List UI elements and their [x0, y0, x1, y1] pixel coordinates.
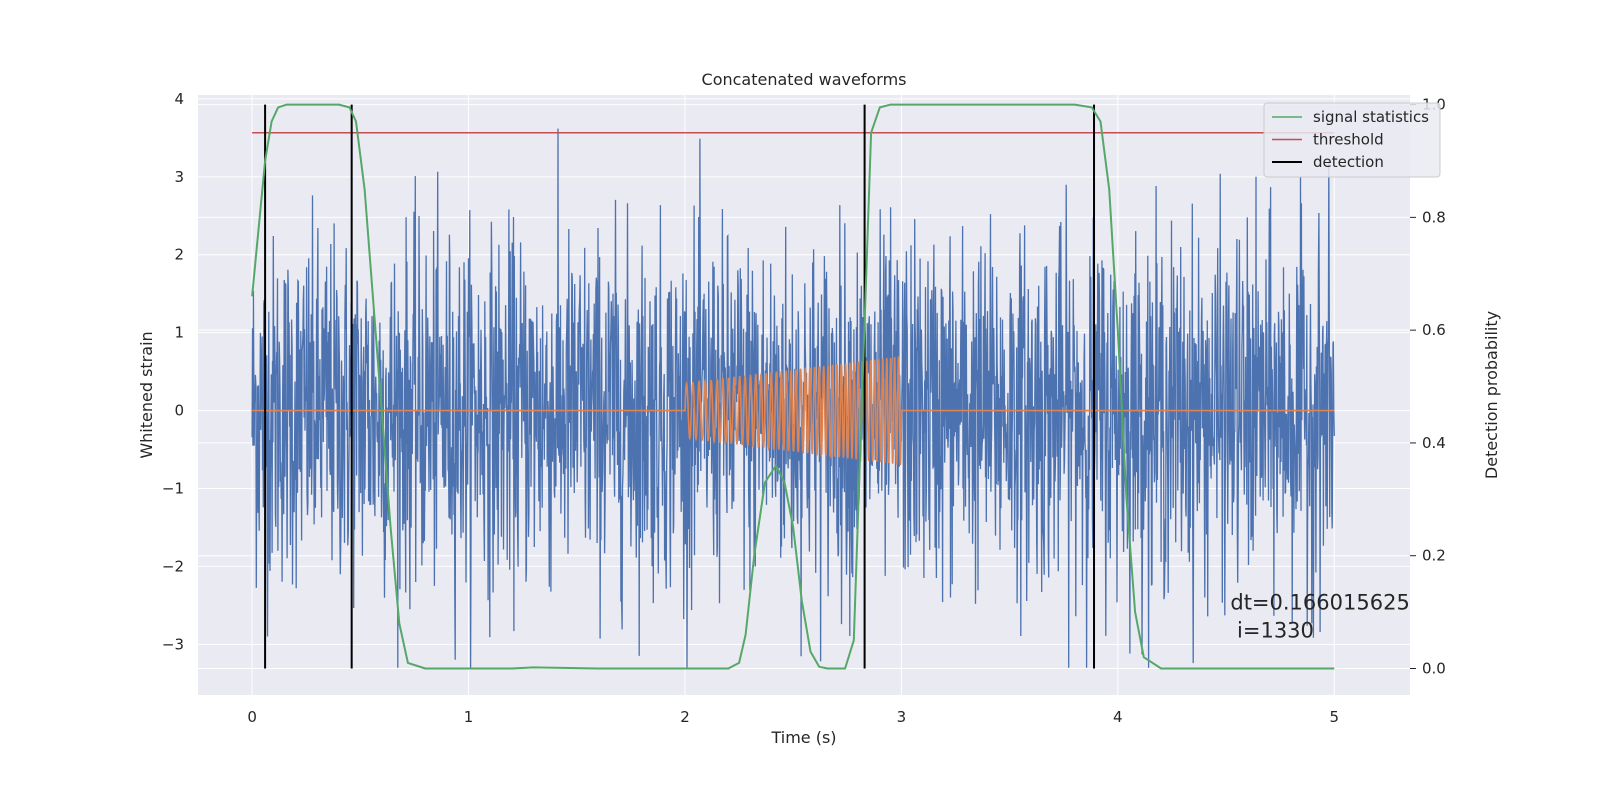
x-tick-label-0: 0 — [247, 708, 257, 726]
y2-axis-ticks: 0.00.20.40.60.81.0 — [1410, 96, 1446, 677]
y2-tick-label-3: 0.6 — [1422, 321, 1446, 339]
y-tick-label-5: 2 — [174, 246, 184, 264]
y2-tick-label-2: 0.4 — [1422, 434, 1446, 452]
y-axis-label: Whitened strain — [137, 331, 156, 458]
x-tick-label-2: 2 — [680, 708, 690, 726]
detection-series — [264, 104, 1096, 669]
chirp-line — [252, 356, 1335, 466]
y-tick-label-0: −3 — [162, 635, 184, 653]
y-tick-label-3: 0 — [174, 402, 184, 420]
x-tick-label-3: 3 — [897, 708, 907, 726]
legend-box — [1263, 102, 1441, 178]
y2-tick-label-0: 0.0 — [1422, 659, 1446, 677]
x-tick-label-5: 5 — [1329, 708, 1339, 726]
chart-title: Concatenated waveforms — [702, 70, 907, 89]
x-tick-label-4: 4 — [1113, 708, 1123, 726]
annotation-dt: dt=0.166015625 — [1230, 590, 1409, 614]
annotation-index: i=1330 — [1230, 618, 1314, 642]
legend: signal statistics threshold detection — [1263, 102, 1441, 178]
y-tick-label-6: 3 — [174, 168, 184, 186]
y2-axis-label: Detection probability — [1482, 311, 1501, 479]
y2-tick-label-4: 0.8 — [1422, 208, 1446, 226]
x-axis-ticks: 0 1 2 3 4 5 — [247, 708, 1339, 726]
x-tick-label-1: 1 — [464, 708, 474, 726]
x-axis-label: Time (s) — [770, 728, 836, 747]
y-tick-label-2: −1 — [162, 480, 184, 498]
chirp-waveform-series — [252, 356, 1335, 466]
y-tick-label-1: −2 — [162, 557, 184, 575]
y2-tick-label-1: 0.2 — [1422, 547, 1446, 565]
legend-label-detection: detection — [1313, 153, 1384, 171]
signal-statistics-series — [251, 103, 1335, 670]
y-tick-label-7: 4 — [174, 90, 184, 108]
signal-statistics-line — [251, 103, 1335, 670]
legend-label-signal-statistics: signal statistics — [1313, 108, 1429, 126]
y-axis-ticks: −3 −2 −1 0 1 2 3 4 — [162, 90, 184, 653]
legend-label-threshold: threshold — [1313, 131, 1384, 149]
y-tick-label-4: 1 — [174, 324, 184, 342]
